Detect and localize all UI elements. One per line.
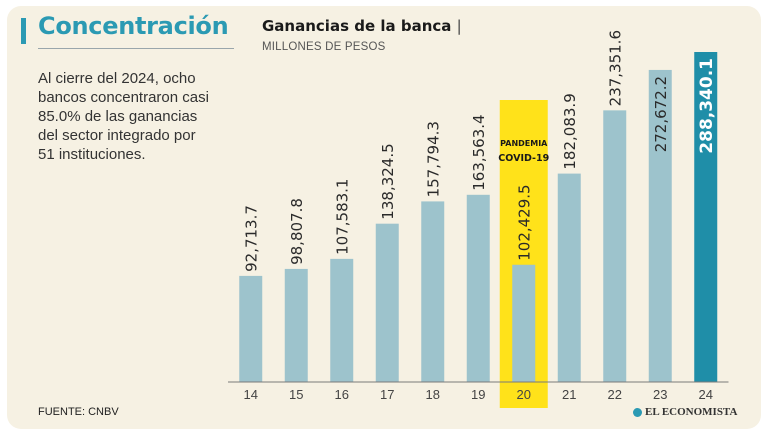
- bar-value-label-23: 272,672.2: [652, 76, 670, 152]
- bar-value-label-22: 237,351.6: [607, 30, 625, 106]
- bar-23: [648, 69, 672, 382]
- bar-value-label-20: 102,429.5: [516, 184, 534, 260]
- bar-value-label-24: 288,340.1: [697, 58, 717, 154]
- x-tick-label-15: 15: [289, 387, 303, 402]
- x-tick-label-24: 24: [699, 387, 713, 402]
- brand-logo: EL ECONOMISTA: [633, 406, 737, 418]
- bar-21: [557, 173, 581, 382]
- bar-value-label-17: 138,324.5: [379, 143, 397, 219]
- pandemic-label-line1: PANDEMIA: [500, 139, 548, 148]
- bar-17: [375, 223, 399, 382]
- bar-22: [603, 110, 627, 382]
- x-tick-label-20: 20: [517, 387, 531, 402]
- chart-title-text: Ganancias de la banca: [262, 17, 452, 35]
- chart-title-separator: |: [456, 17, 462, 35]
- brand-name: EL ECONOMISTA: [645, 406, 738, 418]
- title-accent-bar: [21, 18, 26, 44]
- pandemic-label-line2: COVID-19: [498, 153, 549, 164]
- bar-18: [421, 201, 445, 382]
- x-tick-label-16: 16: [335, 387, 349, 402]
- source-note: FUENTE: CNBV: [38, 406, 119, 418]
- bar-19: [466, 194, 490, 382]
- x-tick-label-22: 22: [608, 387, 622, 402]
- bar-value-label-16: 107,583.1: [334, 179, 352, 255]
- x-tick-label-21: 21: [562, 387, 576, 402]
- bar-value-label-18: 157,794.3: [425, 121, 443, 197]
- bar-value-label-21: 182,083.9: [561, 93, 579, 169]
- bar-24: [694, 52, 718, 382]
- x-tick-label-18: 18: [426, 387, 440, 402]
- bar-20: [512, 264, 536, 382]
- title-divider: [38, 48, 234, 49]
- bar-value-label-19: 163,563.4: [470, 114, 488, 190]
- bar-value-label-15: 98,807.8: [288, 198, 306, 265]
- page-title: Concentración: [38, 12, 229, 40]
- chart-title: Ganancias de la banca |: [262, 17, 462, 35]
- x-tick-label-19: 19: [471, 387, 485, 402]
- description-text: Al cierre del 2024, ocho bancos concentr…: [38, 70, 209, 163]
- x-tick-label-23: 23: [653, 387, 667, 402]
- bar-16: [330, 258, 354, 382]
- bar-value-label-14: 92,713.7: [243, 205, 261, 272]
- bar-15: [284, 268, 308, 382]
- x-tick-label-14: 14: [244, 387, 258, 402]
- brand-mark-icon: [633, 407, 642, 417]
- chart-subtitle: MILLONES DE PESOS: [262, 41, 386, 53]
- bar-14: [239, 275, 263, 382]
- x-tick-label-17: 17: [380, 387, 394, 402]
